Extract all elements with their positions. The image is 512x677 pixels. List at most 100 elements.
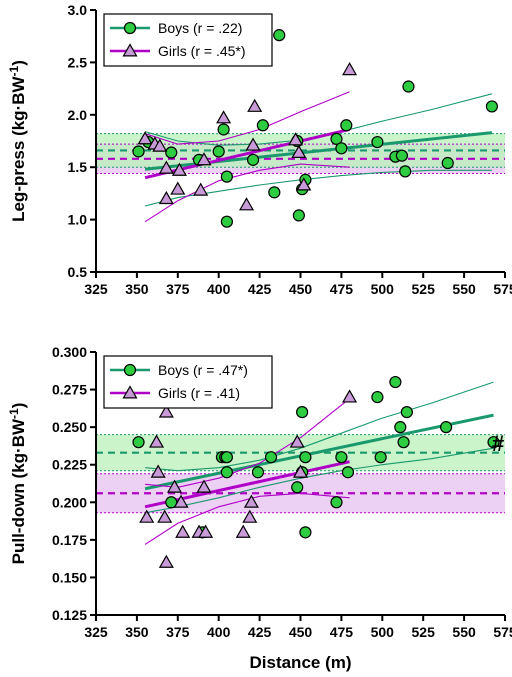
panel2-y-axis-title-sup: -1 [7, 408, 21, 419]
panel2-girls-point [150, 464, 166, 478]
panel1-x-tick-label: 400 [207, 281, 231, 297]
panel1-x-tick-label: 575 [493, 281, 512, 297]
panel2-girls-point [139, 509, 155, 523]
panel2-girls-point [235, 524, 251, 538]
panel1-boys-point [165, 146, 178, 159]
panel2-boys-ci-upper [145, 381, 494, 472]
panel1-x-tick-label: 425 [248, 281, 272, 297]
panel1-legend-label-boys: Boys (r = .22) [158, 20, 242, 36]
panel2-boys-point [371, 390, 384, 404]
panel1-girls-point [170, 181, 186, 195]
panel1-boys-point [330, 132, 343, 146]
panel2-legend-label-girls: Girls (r = .41) [158, 385, 240, 401]
panel1-legend-marker-boys [123, 21, 137, 35]
panel2-girls-point [292, 464, 309, 478]
panel2-boys-point [397, 436, 410, 449]
panel2-boys-point [389, 375, 402, 389]
panel1-x-tick-label: 475 [330, 281, 354, 297]
panel2-girls-point [166, 479, 183, 493]
panel2-boys-point [330, 496, 343, 509]
panel1-girls-ci-upper [144, 91, 350, 145]
panel2-girls-point [198, 524, 214, 538]
panel1-girls-point [288, 132, 304, 146]
panel2-x-tick-label: 450 [289, 624, 313, 640]
panel2-y-axis-title-close: ) [9, 403, 28, 409]
panel1-boys-ci-lower [144, 169, 492, 207]
panel2-girls-point [175, 524, 191, 538]
panel1-girls-point [216, 110, 232, 124]
panel1-girls-point [152, 138, 168, 152]
panel2-boys-ci-lower [145, 447, 494, 514]
panel2-x-tick-label: 325 [84, 624, 108, 640]
panel1-girls-point [342, 62, 358, 76]
panel2-girls-point [173, 494, 189, 508]
panel2-boys-point [335, 451, 348, 464]
panel2-x-axis-title: Distance (m) [249, 653, 351, 672]
panel2-y-tick-label: 0.300 [52, 344, 87, 360]
panel2-x-tick-label: 400 [207, 624, 231, 640]
panel1-girls-point [137, 131, 153, 145]
panel2-x-tick-label: 550 [452, 624, 476, 640]
panel2-boys-point [132, 436, 145, 449]
panel1-girls-point [158, 190, 174, 205]
panel2-x-tick-label: 475 [330, 624, 354, 640]
panel2-girls-point [148, 434, 165, 448]
panel2-girls-point [157, 509, 173, 523]
panel2-x-tick-label: 525 [412, 624, 436, 640]
panel2-boys-point [220, 451, 233, 464]
panel2-significance-annotation: # [492, 431, 504, 456]
panel2-girls-ci-lower [144, 492, 350, 545]
panel1-girls-point [247, 98, 263, 112]
panel1-y-axis-title-sup: -1 [7, 65, 21, 76]
panel2-girls-point [158, 554, 174, 568]
panel2-girls-point [289, 434, 305, 448]
panel1: 325 350 375 400 425 450 475 500 525 550 575 0.5 1.0 1… [7, 2, 512, 297]
panel1-y-tick-label: 1.5 [68, 159, 88, 175]
panel1-boys-point [292, 209, 305, 222]
panel1-girls-point [196, 152, 212, 166]
panel1-boys-point [217, 123, 230, 136]
panel1-boys-point [212, 145, 225, 158]
panel1-y-axis-title-main: Leg-press (kg·BW [9, 75, 28, 221]
panel1-boys-point [399, 165, 412, 178]
panel2-boys-point [251, 466, 265, 479]
panel2-boys-fit-line [144, 413, 494, 491]
panel2-x-tick-label: 425 [248, 624, 272, 640]
panel2-boys-point [341, 466, 355, 479]
panel1-x-tick-label: 325 [84, 281, 108, 297]
panel2-boys-point [296, 406, 309, 419]
panel2-y-tick-label: 0.225 [52, 457, 87, 473]
panel1-boys-point [132, 145, 145, 158]
panel1-x-tick-label: 375 [166, 281, 190, 297]
panel2-girls-point [196, 479, 212, 493]
panel2-legend-label-boys: Boys (r = .47*) [158, 362, 248, 378]
panel2-boys-point [264, 451, 278, 464]
panel1-girls-point [245, 137, 261, 151]
panel1-y-tick-label: 2.5 [68, 54, 88, 70]
panel1-boys-point [402, 80, 415, 93]
panel1-x-tick-label: 500 [371, 281, 395, 297]
panel1-y-tick-label: 2.0 [68, 107, 88, 123]
panel2-boys-point [299, 451, 312, 464]
panel2-y-tick-label: 0.175 [52, 532, 87, 548]
panel2-boys-point [487, 436, 500, 449]
panel1-boys-point [220, 170, 233, 183]
panel2-x-tick-label: 350 [125, 624, 149, 640]
panel2-boys-point [374, 451, 387, 464]
panel1-girls-point [291, 144, 307, 159]
panel2-girls-point [342, 389, 358, 403]
panel1-y-axis-title: Leg-press (kg·BW-1) [7, 60, 28, 222]
panel1-y-tick-label: 3.0 [68, 2, 88, 18]
panel1-y-axis-title-close: ) [9, 60, 28, 66]
panel1-boys-point [273, 29, 286, 42]
panel2-boys-point [299, 526, 312, 539]
panel1-boys-point [441, 156, 454, 170]
panel2-x-tick-label: 575 [493, 624, 512, 640]
panel2-boys-point [220, 466, 233, 479]
panel2-boys-point [291, 481, 304, 494]
panel1-x-tick-label: 525 [412, 281, 436, 297]
panel1-girls-point [296, 177, 312, 191]
panel1-girls-point [171, 162, 187, 176]
panel1-boys-point [340, 119, 353, 132]
